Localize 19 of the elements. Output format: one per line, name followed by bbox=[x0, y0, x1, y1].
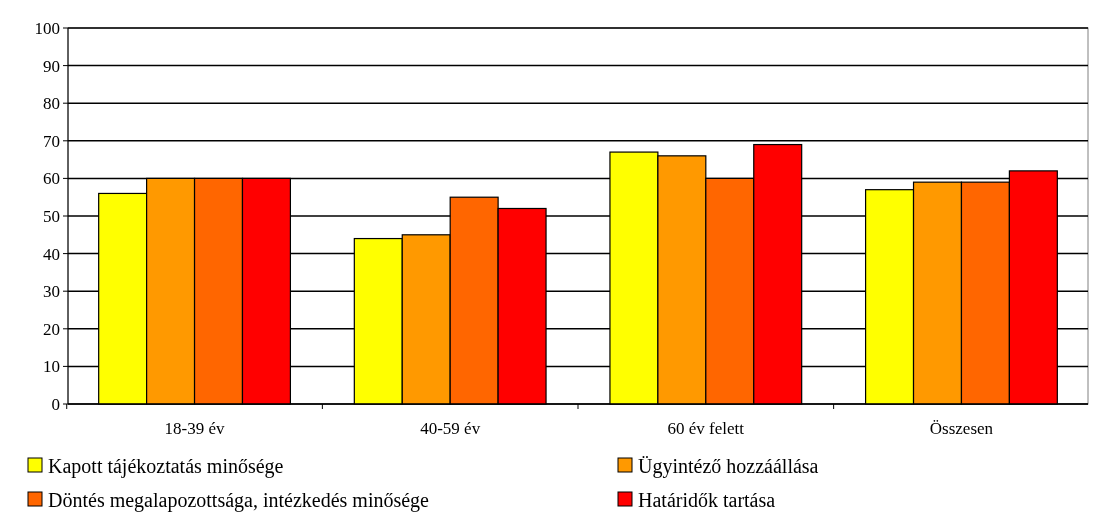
x-tick-label: 40-59 év bbox=[420, 419, 481, 438]
x-tick-label: Összesen bbox=[929, 419, 994, 438]
y-tick-label: 60 bbox=[43, 169, 60, 189]
y-tick-label: 30 bbox=[43, 282, 60, 302]
y-tick-label: 40 bbox=[43, 244, 60, 264]
y-tick-label: 0 bbox=[51, 394, 60, 414]
y-tick-label: 50 bbox=[43, 206, 60, 226]
y-tick-label: 20 bbox=[43, 319, 60, 339]
legend-label: Döntés megalapozottsága, intézkedés minősége bbox=[48, 489, 430, 512]
y-tick-label: 70 bbox=[43, 131, 60, 151]
legend-label: Határidők tartása bbox=[638, 489, 776, 511]
legend-label: Kapott tájékoztatás minősége bbox=[48, 455, 284, 478]
y-tick-label: 10 bbox=[43, 357, 60, 377]
x-tick-label: 18-39 év bbox=[164, 419, 226, 438]
y-tick-label: 100 bbox=[34, 18, 60, 38]
y-tick-label: 90 bbox=[43, 56, 60, 76]
y-tick-label: 80 bbox=[43, 94, 60, 114]
x-tick-label: 60 év felett bbox=[667, 419, 745, 438]
legend-label: Ügyintéző hozzáállása bbox=[638, 455, 819, 478]
